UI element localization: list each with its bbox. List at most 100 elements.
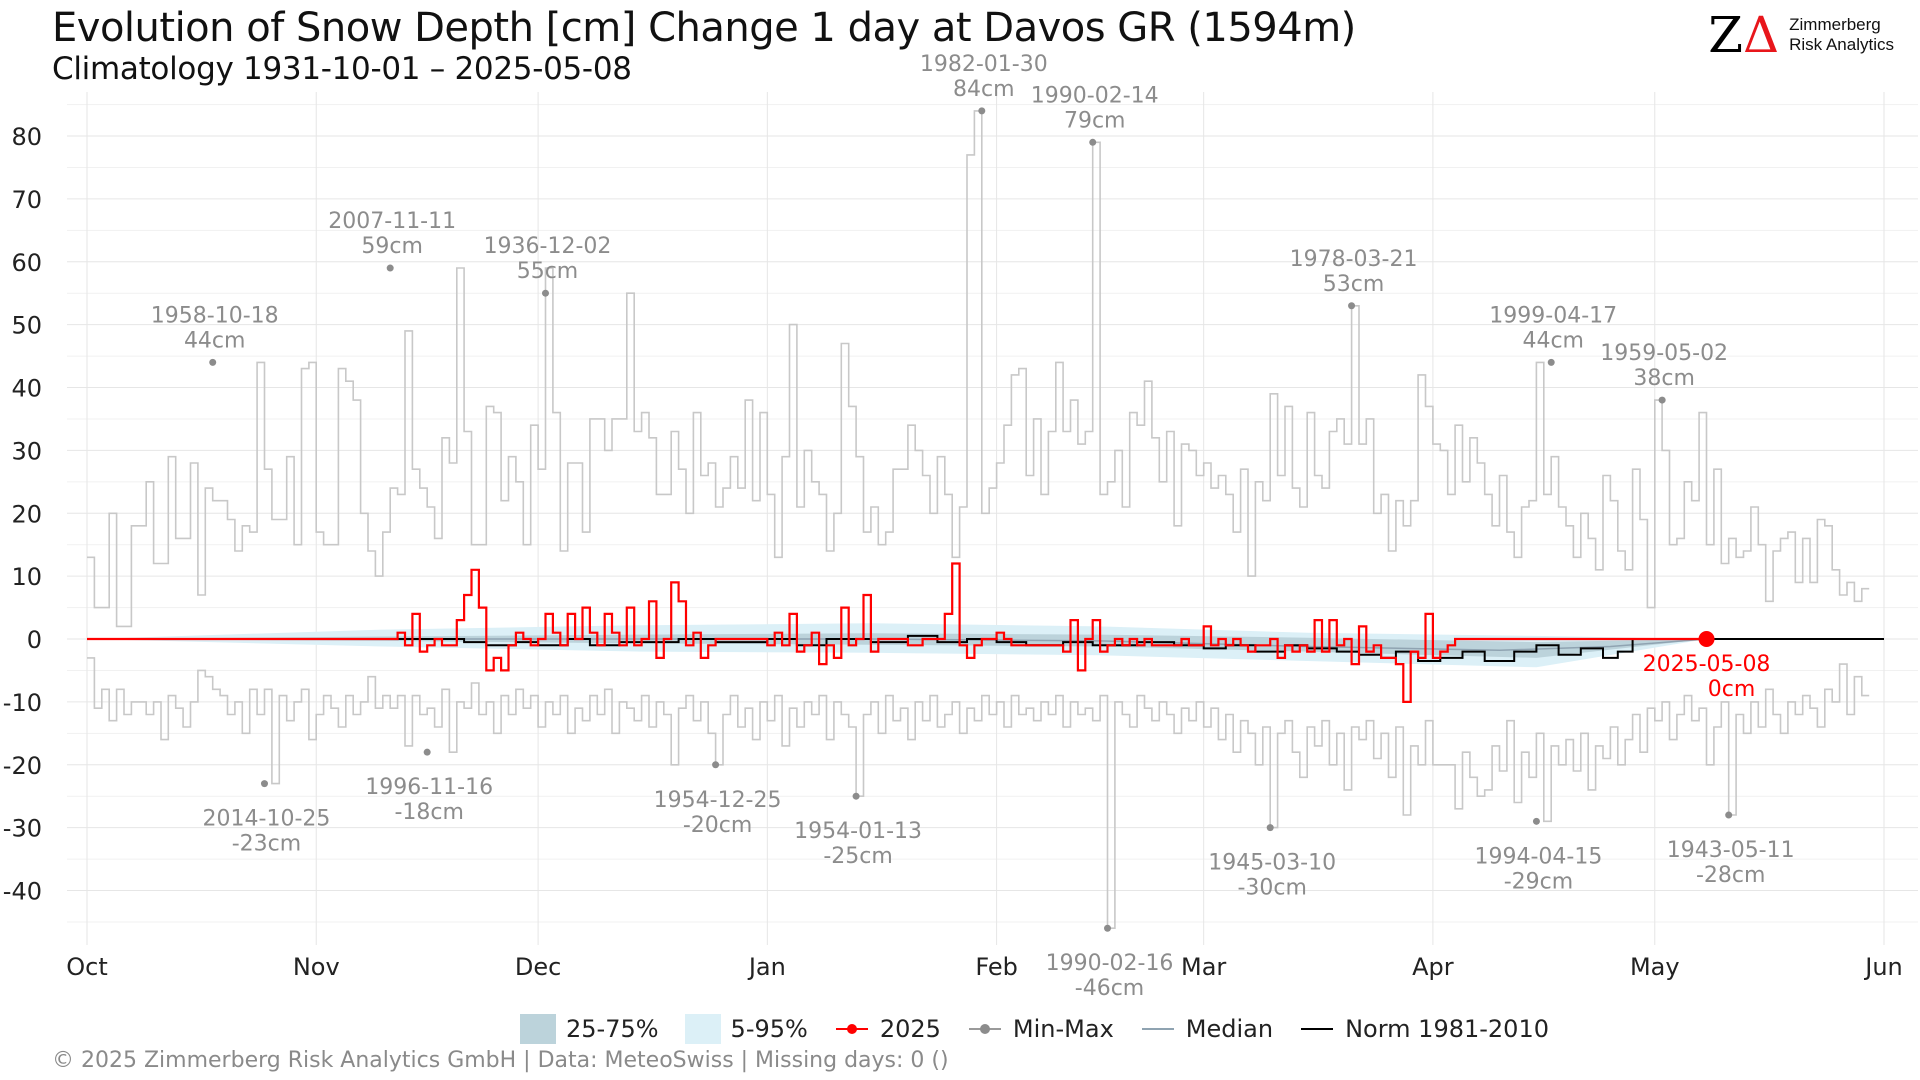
legend-swatch-iqr — [520, 1014, 556, 1044]
extreme-value-label: 44cm — [184, 328, 246, 353]
min-line — [87, 657, 1870, 929]
legend-item-minmax: Min-Max — [967, 1014, 1114, 1044]
legend-swatch-current — [834, 1014, 870, 1044]
extreme-point — [1725, 811, 1733, 819]
extreme-value-label: -23cm — [232, 832, 301, 857]
extreme-point — [852, 792, 860, 800]
y-tick-label: -20 — [3, 752, 42, 780]
extreme-date-label: 1936-12-02 — [484, 234, 612, 259]
extreme-date-label: 1990-02-14 — [1031, 83, 1159, 108]
extreme-point — [1547, 358, 1555, 366]
extreme-date-label: 1996-11-16 — [365, 775, 493, 800]
percentile-bands — [87, 623, 1707, 668]
extreme-point — [386, 264, 394, 272]
extreme-point — [209, 358, 217, 366]
logo-text: Zimmerberg Risk Analytics — [1789, 15, 1894, 55]
extreme-date-label: 1990-02-16 — [1046, 951, 1174, 976]
y-tick-label: 30 — [11, 437, 42, 465]
extreme-date-label: 1999-04-17 — [1489, 303, 1617, 328]
y-tick-label: -40 — [3, 878, 42, 906]
max-line — [87, 110, 1870, 628]
extreme-value-label: -20cm — [683, 813, 752, 838]
extreme-point — [712, 761, 720, 769]
y-tick-label: 50 — [11, 312, 42, 340]
extreme-value-label: 53cm — [1323, 272, 1385, 297]
extreme-point — [1532, 817, 1540, 825]
extreme-value-label: -25cm — [823, 844, 892, 869]
x-tick-label: Jan — [747, 953, 786, 981]
legend-label-minmax: Min-Max — [1012, 1015, 1114, 1043]
y-tick-label: 70 — [11, 186, 42, 214]
current-date-label: 2025-05-08 — [1643, 652, 1771, 677]
chart-title: Evolution of Snow Depth [cm] Change 1 da… — [52, 5, 1356, 51]
x-tick-label: Feb — [975, 953, 1018, 981]
extreme-value-label: 38cm — [1633, 366, 1695, 391]
legend-label-current: 2025 — [879, 1015, 941, 1043]
legend-item-5-95: 5-95% — [684, 1014, 808, 1044]
extreme-value-label: 44cm — [1522, 328, 1584, 353]
y-tick-label: -10 — [3, 689, 42, 717]
band-5-95 — [87, 623, 1707, 668]
extreme-date-label: 2014-10-25 — [203, 807, 331, 832]
extreme-date-label: 1978-03-21 — [1290, 247, 1418, 272]
extreme-date-label: 1994-04-15 — [1475, 844, 1603, 869]
y-tick-label: 10 — [11, 563, 42, 591]
extreme-point — [541, 289, 549, 297]
extreme-date-label: 2007-11-11 — [328, 209, 456, 234]
y-tick-label: 80 — [11, 123, 42, 151]
current-value-label: 0cm — [1708, 677, 1756, 702]
extreme-date-label: 1954-01-13 — [794, 819, 922, 844]
chart-legend: 25-75% 5-95% 2025 Min-Max Median Norm 19… — [520, 1012, 1575, 1046]
company-logo: ZΔ Zimmerberg Risk Analytics — [1708, 10, 1894, 60]
legend-label-iqr: 25-75% — [566, 1015, 659, 1043]
chart-subtitle: Climatology 1931-10-01 – 2025-05-08 — [52, 51, 632, 87]
footer-credits: © 2025 Zimmerberg Risk Analytics GmbH | … — [52, 1048, 949, 1073]
extreme-point — [1104, 924, 1112, 932]
x-tick-label: Oct — [66, 953, 108, 981]
extreme-date-label: 1982-01-30 — [920, 52, 1048, 77]
y-tick-label: -30 — [3, 815, 42, 843]
extreme-value-label: 84cm — [953, 77, 1015, 102]
x-tick-label: Mar — [1181, 953, 1226, 981]
extreme-point — [1348, 302, 1356, 310]
extreme-value-label: -29cm — [1504, 869, 1573, 894]
axes: 80 70 60 50 40 30 20 10 0 -10 -20 -30 -40 Oct Nov Dec Ja… — [3, 123, 1903, 981]
x-tick-label: Apr — [1412, 953, 1454, 981]
extreme-value-label: -28cm — [1696, 863, 1765, 888]
logo-text-line2: Risk Analytics — [1789, 35, 1894, 54]
x-tick-label: May — [1630, 953, 1680, 981]
extreme-point — [260, 780, 268, 788]
legend-item-median: Median — [1140, 1014, 1273, 1044]
x-tick-label: Jun — [1863, 953, 1903, 981]
logo-mark-delta: Δ — [1743, 6, 1780, 64]
legend-label-5-95: 5-95% — [730, 1015, 808, 1043]
logo-mark-z: Z — [1708, 6, 1744, 64]
extreme-value-label: 59cm — [361, 234, 423, 259]
legend-swatch-5-95 — [684, 1014, 721, 1044]
x-tick-label: Nov — [293, 953, 340, 981]
extreme-date-label: 1958-10-18 — [151, 303, 279, 328]
y-tick-label: 0 — [27, 626, 42, 654]
extreme-value-label: -46cm — [1075, 976, 1144, 1000]
extreme-point — [423, 748, 431, 756]
legend-swatch-minmax — [967, 1014, 1003, 1044]
legend-label-norm: Norm 1981-2010 — [1345, 1015, 1549, 1043]
current-season-line — [87, 562, 1707, 703]
legend-item-current: 2025 — [834, 1014, 941, 1044]
current-path — [87, 562, 1707, 703]
extreme-value-label: -30cm — [1237, 876, 1306, 901]
min-max-lines — [87, 110, 1870, 929]
extreme-date-label: 1943-05-11 — [1667, 838, 1795, 863]
extreme-date-label: 1945-03-10 — [1208, 851, 1336, 876]
extreme-point — [1089, 138, 1097, 146]
extreme-date-label: 1959-05-02 — [1600, 341, 1728, 366]
extreme-value-label: 55cm — [517, 259, 579, 284]
y-tick-label: 60 — [11, 249, 42, 277]
legend-item-iqr: 25-75% — [520, 1014, 659, 1044]
logo-mark: ZΔ — [1708, 10, 1779, 60]
extreme-value-label: 79cm — [1064, 108, 1126, 133]
legend-swatch-norm — [1299, 1014, 1335, 1044]
legend-swatch-median — [1140, 1014, 1176, 1044]
logo-text-line1: Zimmerberg — [1789, 15, 1881, 34]
